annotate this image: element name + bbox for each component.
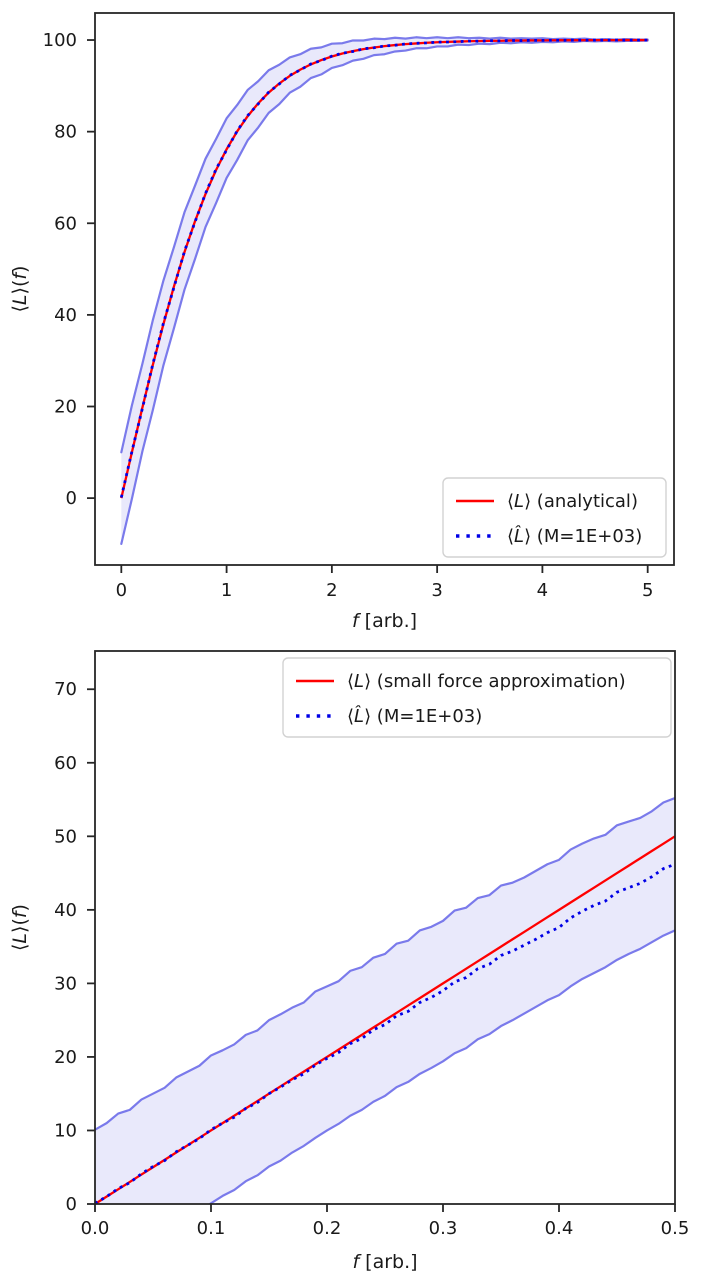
legend-box: [282, 657, 672, 738]
y-tick-label: 60: [54, 213, 77, 234]
plot-area: [119, 36, 649, 546]
legend-label: ⟨L̂⟩ (M=1E+03): [347, 706, 482, 727]
estimate-line: [119, 38, 648, 498]
axes-spines: [94, 12, 675, 566]
x-tick-label: 0: [116, 580, 127, 601]
legend: ⟨L⟩ (small force approximation) ⟨L̂⟩ (M=1…: [282, 657, 672, 738]
y-tick-label: 100: [43, 30, 77, 51]
uncertainty-band: [121, 37, 648, 544]
x-tick-label: 0.1: [197, 1218, 226, 1239]
legend-box: [442, 477, 667, 558]
band-upper-edge: [95, 796, 675, 1131]
y-tick-label: 80: [54, 122, 77, 143]
axes-spines: [94, 650, 676, 1205]
legend-label: ⟨L̂⟩ (M=1E+03): [507, 526, 642, 547]
x-tick-label: 1: [221, 580, 232, 601]
uncertainty-band: [95, 798, 675, 1204]
top-chart: 0 1 2 3 4 5 0 20 40 60 80 100 f [arb.] ⟨L⟩(f) ⟨L⟩ (ana…: [9, 12, 675, 632]
plot-area: [95, 796, 675, 1204]
x-axis-label: f [arb.]: [352, 610, 417, 632]
y-axis-label: ⟨L⟩(f): [9, 904, 31, 951]
y-axis-label: ⟨L⟩(f): [9, 266, 31, 313]
y-tick-label: 40: [54, 305, 77, 326]
y-tick-label: 0: [66, 1194, 77, 1215]
x-tick-label: 5: [642, 580, 653, 601]
legend: ⟨L⟩ (analytical) ⟨L̂⟩ (M=1E+03): [442, 477, 667, 558]
band-upper-edge: [120, 36, 649, 454]
legend-label: ⟨L⟩ (small force approximation): [347, 671, 626, 692]
estimate-line: [95, 862, 675, 1204]
analytical-line: [120, 38, 648, 499]
y-tick-label: 30: [54, 973, 77, 994]
y-tick-label: 10: [54, 1120, 77, 1141]
analytical-line: [95, 835, 675, 1204]
x-tick-label: 3: [431, 580, 442, 601]
x-tick-label: 0.0: [81, 1218, 110, 1239]
x-tick-label: 0.4: [545, 1218, 574, 1239]
bottom-chart: 0.0 0.1 0.2 0.3 0.4 0.5 0 10 20 30 40 50 60 70 f [arb.…: [9, 650, 690, 1273]
x-tick-label: 2: [326, 580, 337, 601]
y-tick-label: 60: [54, 753, 77, 774]
x-tick-label: 4: [537, 580, 548, 601]
y-tick-label: 0: [66, 488, 77, 509]
y-tick-label: 50: [54, 826, 77, 847]
x-tick-label: 0.2: [313, 1218, 342, 1239]
x-axis-label: f [arb.]: [352, 1251, 417, 1273]
x-tick-label: 0.3: [429, 1218, 458, 1239]
y-tick-label: 20: [54, 397, 77, 418]
legend-label: ⟨L⟩ (analytical): [507, 491, 638, 512]
x-tick-label: 0.5: [661, 1218, 690, 1239]
y-tick-label: 40: [54, 900, 77, 921]
y-tick-label: 70: [54, 679, 77, 700]
band-lower-edge: [208, 929, 675, 1204]
band-lower-edge: [120, 39, 649, 546]
y-tick-label: 20: [54, 1047, 77, 1068]
